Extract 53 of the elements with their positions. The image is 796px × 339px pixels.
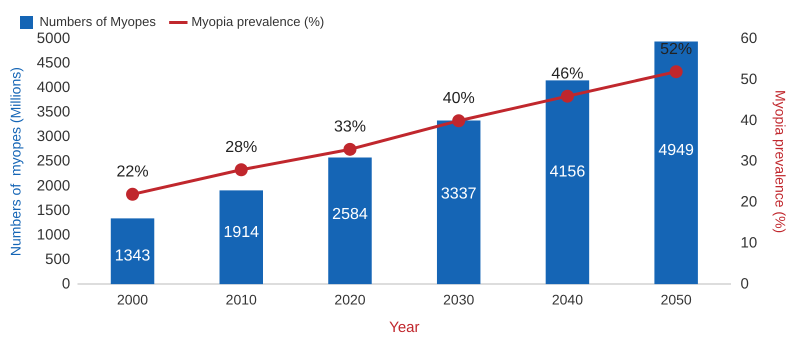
point <box>670 65 683 78</box>
data-label: 1343 <box>114 248 150 265</box>
data-label: 52% <box>660 41 692 58</box>
bar <box>110 218 154 284</box>
data-label: 4156 <box>550 164 586 181</box>
point <box>234 163 248 176</box>
data-label: 3337 <box>440 186 477 203</box>
y-axis-title: Numbers of myopes (Millions) <box>7 67 24 256</box>
y2-tick-label: 10 <box>740 234 758 252</box>
x-tick-label: 2000 <box>116 291 148 308</box>
y-tick-label: 4000 <box>36 79 70 96</box>
y-tick-label: 4500 <box>36 54 70 72</box>
data-label: 33% <box>334 118 366 136</box>
x-tick-label: 2050 <box>660 291 692 308</box>
bar <box>654 42 698 284</box>
y2-tick-label: 40 <box>740 112 758 129</box>
y-tick-label: 0 <box>62 275 70 292</box>
y-tick-label: 2500 <box>36 152 70 170</box>
y2-tick-label: 60 <box>740 30 758 48</box>
data-label: 4949 <box>658 142 694 160</box>
point <box>560 90 574 103</box>
y-tick-label: 3000 <box>36 128 70 146</box>
bar <box>220 190 263 284</box>
point <box>343 142 356 156</box>
x-axis-title: Year <box>389 319 420 336</box>
x-tick-label: 2020 <box>334 291 366 308</box>
y-tick-label: 500 <box>45 250 70 268</box>
data-label: 1914 <box>223 224 260 241</box>
y-tick-label: 1500 <box>36 202 70 219</box>
data-label: 28% <box>225 139 258 156</box>
data-label: 2584 <box>332 206 368 223</box>
legend-label: Numbers of Myopes <box>40 14 156 30</box>
y-tick-label: 1000 <box>36 226 70 244</box>
bar <box>546 80 590 284</box>
legend-label: Myopia prevalence (%) <box>191 14 324 30</box>
x-tick-label: 2030 <box>443 291 474 308</box>
y2-axis-title: Myopia prevalence (%) <box>772 90 789 234</box>
data-label: 46% <box>551 66 584 83</box>
x-tick-label: 2010 <box>226 291 258 308</box>
y2-tick-label: 20 <box>740 194 758 211</box>
y-tick-label: 2000 <box>36 177 70 194</box>
y-tick-label: 3500 <box>36 104 70 121</box>
bar <box>436 120 480 284</box>
x-tick-label: 2040 <box>552 291 584 308</box>
point <box>452 114 466 128</box>
y2-tick-label: 0 <box>740 275 749 292</box>
y2-tick-label: 50 <box>740 71 758 88</box>
y-tick-label: 5000 <box>36 30 70 48</box>
data-label: 40% <box>442 90 475 108</box>
data-label: 22% <box>116 164 149 181</box>
y2-tick-label: 30 <box>740 152 758 170</box>
point <box>126 188 140 201</box>
bar <box>328 157 372 284</box>
